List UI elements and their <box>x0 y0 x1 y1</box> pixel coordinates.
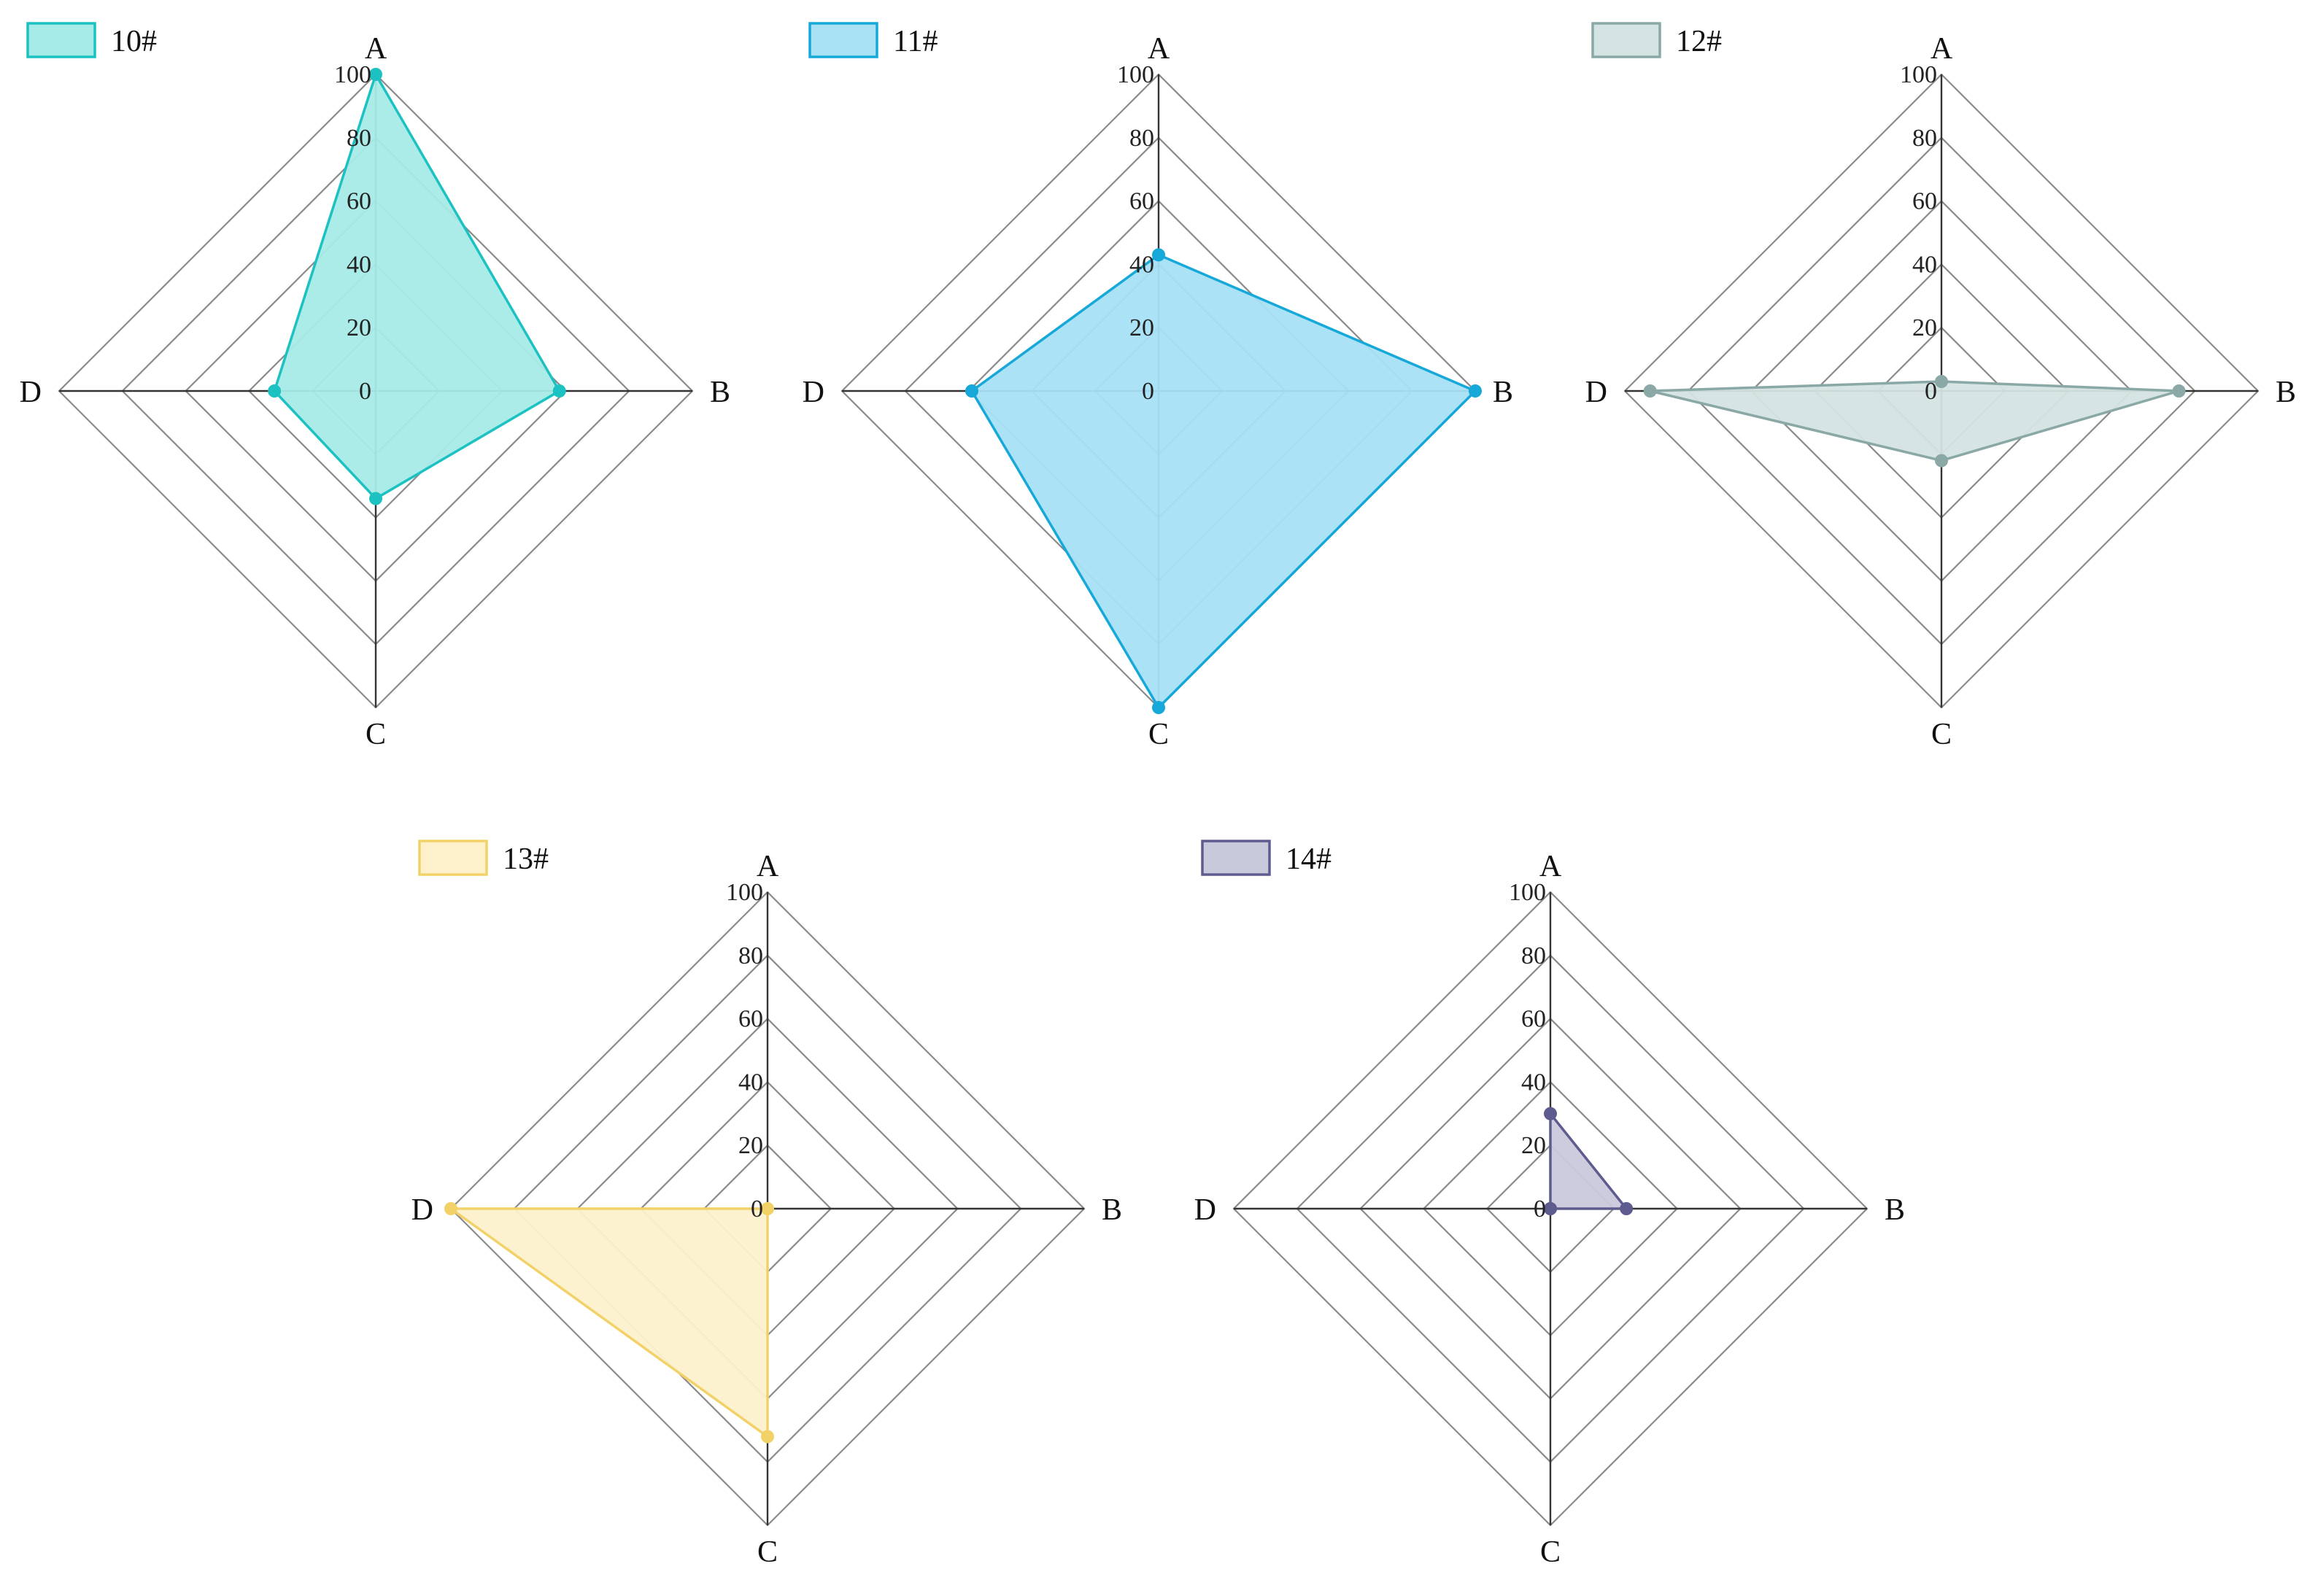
tick-label: 100 <box>1117 61 1154 88</box>
axis-label-A: A <box>1931 32 1953 66</box>
tick-label: 100 <box>1509 879 1546 906</box>
axis-label-B: B <box>1493 376 1513 409</box>
data-point-D <box>1643 384 1657 398</box>
tick-label: 0 <box>359 378 371 405</box>
tick-label: 40 <box>347 251 371 278</box>
axis-label-C: C <box>1540 1535 1561 1569</box>
tick-label: 80 <box>347 125 371 152</box>
data-point-A <box>369 68 382 81</box>
tick-label: 80 <box>1521 942 1546 969</box>
tick-label: 0 <box>1142 378 1154 405</box>
tick-label: 20 <box>347 314 371 341</box>
legend: 13# <box>418 840 549 876</box>
data-point-D <box>1544 1202 1557 1215</box>
axis-label-A: A <box>1539 850 1562 883</box>
data-point-A <box>1544 1107 1557 1120</box>
series-area-13# <box>449 1207 769 1438</box>
tick-label: 100 <box>726 879 763 906</box>
series-area-10# <box>273 73 561 500</box>
axis-label-B: B <box>2276 376 2296 409</box>
tick-label: 80 <box>1129 125 1154 152</box>
tick-label: 0 <box>751 1196 763 1223</box>
legend-label: 11# <box>893 25 938 58</box>
data-point-B <box>1469 384 1482 398</box>
axis-label-D: D <box>20 376 42 409</box>
legend-swatch <box>1201 840 1271 876</box>
axis-label-C: C <box>1931 718 1952 751</box>
tick-label: 60 <box>347 188 371 215</box>
axis-label-C: C <box>366 718 386 751</box>
tick-label: 40 <box>1521 1069 1546 1096</box>
data-point-D <box>444 1202 457 1215</box>
tick-label: 60 <box>738 1006 763 1033</box>
data-point-B <box>552 384 566 398</box>
data-point-D <box>268 384 282 398</box>
legend-label: 14# <box>1286 842 1332 876</box>
data-point-B <box>761 1202 774 1215</box>
data-point-B <box>1620 1202 1634 1215</box>
axis-label-A: A <box>365 32 387 66</box>
tick-label: 20 <box>738 1132 763 1159</box>
legend-swatch <box>1591 22 1661 58</box>
axis-label-B: B <box>1102 1193 1122 1227</box>
series-area-12# <box>1648 380 2181 462</box>
legend-label: 10# <box>111 25 157 58</box>
axis-label-D: D <box>1585 376 1607 409</box>
tick-label: 40 <box>738 1069 763 1096</box>
data-point-B <box>2172 384 2186 398</box>
tick-label: 40 <box>1129 251 1154 278</box>
axis-label-C: C <box>757 1535 778 1569</box>
tick-label: 60 <box>1129 188 1154 215</box>
data-point-C <box>1152 701 1165 714</box>
axis-label-D: D <box>803 376 824 409</box>
axis-label-B: B <box>710 376 730 409</box>
legend-swatch <box>808 22 878 58</box>
legend-label: 13# <box>503 842 549 876</box>
axis-label-B: B <box>1885 1193 1905 1227</box>
tick-label: 100 <box>1900 61 1937 88</box>
data-point-C <box>1935 454 1948 468</box>
legend-swatch <box>26 22 96 58</box>
tick-label: 0 <box>1534 1196 1546 1223</box>
tick-label: 100 <box>334 61 371 88</box>
legend: 14# <box>1201 840 1332 876</box>
tick-label: 20 <box>1129 314 1154 341</box>
tick-label: 40 <box>1912 251 1937 278</box>
tick-label: 60 <box>1521 1006 1546 1033</box>
data-point-C <box>369 492 382 505</box>
tick-label: 60 <box>1912 188 1937 215</box>
tick-label: 80 <box>1912 125 1937 152</box>
data-point-D <box>965 384 978 398</box>
data-point-A <box>1935 374 1948 388</box>
tick-label: 80 <box>738 942 763 969</box>
axis-label-D: D <box>411 1193 433 1227</box>
tick-label: 20 <box>1521 1132 1546 1159</box>
axis-label-C: C <box>1148 718 1169 751</box>
data-point-C <box>761 1430 774 1444</box>
legend: 10# <box>26 22 157 58</box>
legend: 11# <box>808 22 938 58</box>
axis-label-A: A <box>1148 32 1170 66</box>
legend-swatch <box>418 840 488 876</box>
axis-label-A: A <box>757 850 779 883</box>
axis-label-D: D <box>1194 1193 1216 1227</box>
legend-label: 12# <box>1676 25 1722 58</box>
data-point-A <box>1152 248 1165 262</box>
tick-label: 20 <box>1912 314 1937 341</box>
series-area-14# <box>1549 1112 1628 1210</box>
tick-label: 0 <box>1925 378 1937 405</box>
legend: 12# <box>1591 22 1722 58</box>
series-area-11# <box>970 253 1477 709</box>
